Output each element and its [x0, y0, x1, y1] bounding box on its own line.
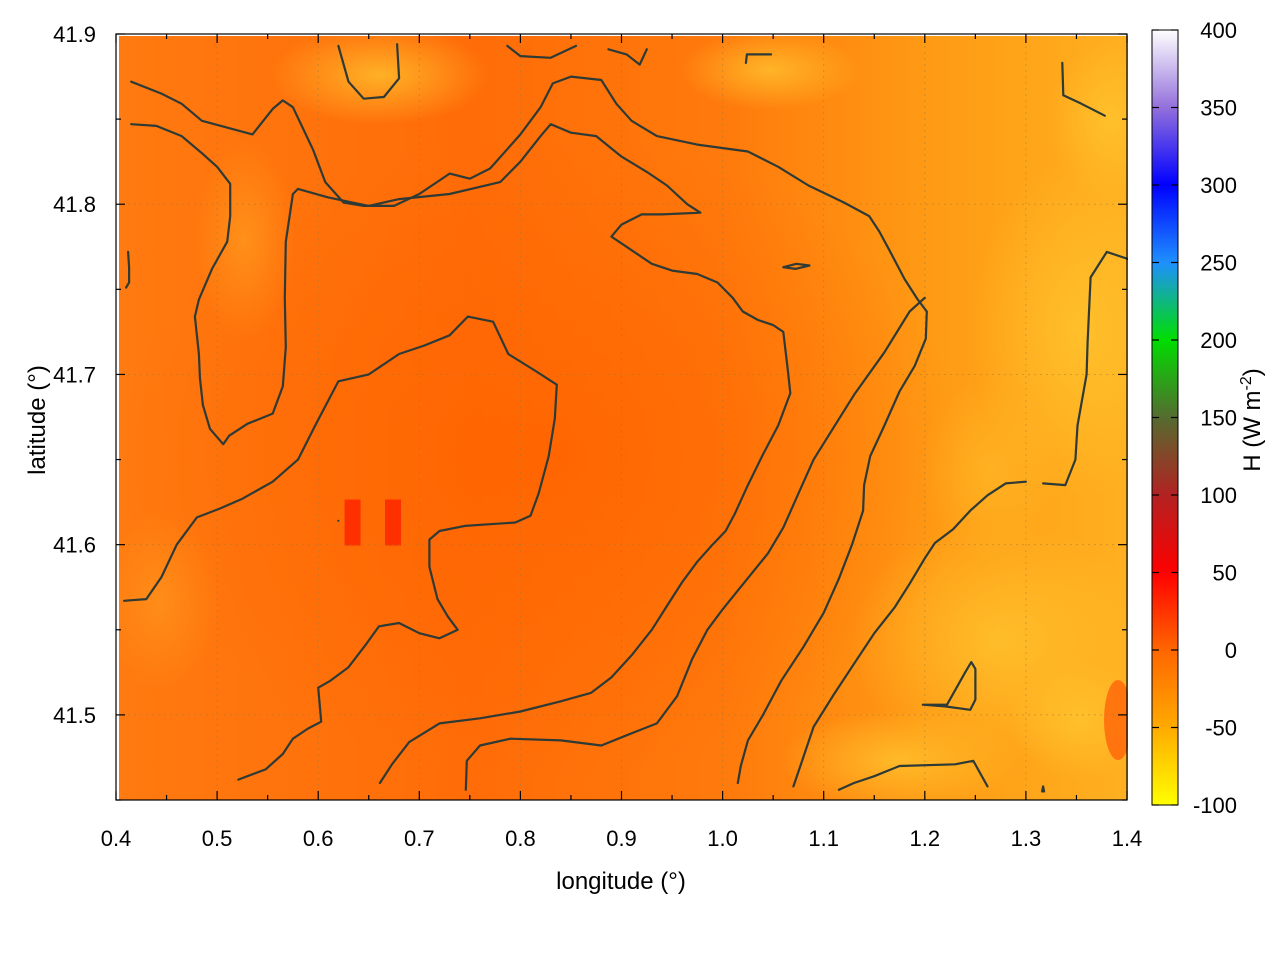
- y-axis-title: latitude (°): [24, 365, 51, 475]
- colorbar-title-close: ): [1239, 368, 1266, 376]
- colorbar-ticks: -100 -50 0 50 100 150 200 250 300 350 400: [1152, 18, 1237, 818]
- plot-area: [115, 33, 1128, 801]
- colorbar-title: H (W m-2): [1238, 368, 1266, 472]
- colorbar-tick-label: 200: [1200, 328, 1237, 353]
- contour-line: [464, 296, 926, 791]
- warm-patch: [1050, 40, 1128, 200]
- y-tick-label: 41.5: [53, 703, 96, 728]
- x-axis-title: longitude (°): [556, 868, 686, 895]
- x-tick-label: 0.6: [303, 826, 334, 851]
- colorbar-tick-label: 250: [1200, 251, 1237, 276]
- warm-patch: [195, 140, 295, 340]
- warm-patch: [780, 710, 1020, 800]
- warm-patch: [1104, 680, 1128, 760]
- y-tick-label: 41.9: [53, 22, 96, 47]
- x-tick-label: 1.4: [1112, 826, 1143, 851]
- colorbar-tick-label: 0: [1225, 638, 1237, 663]
- x-tick-label: 1.2: [910, 826, 941, 851]
- contour-line: [1040, 785, 1046, 793]
- x-tick-label: 1.0: [707, 826, 738, 851]
- warm-patch: [119, 510, 220, 690]
- colorbar-title-main: H (W m: [1239, 390, 1266, 471]
- colorbar-tick-label: 400: [1200, 18, 1237, 43]
- x-tick-label: 0.7: [404, 826, 435, 851]
- contour-line: [837, 759, 989, 791]
- contour-line: [921, 660, 977, 711]
- x-tick-label: 1.1: [808, 826, 839, 851]
- x-tick-label: 0.5: [202, 826, 233, 851]
- x-tick-label: 0.4: [101, 826, 132, 851]
- hotspot: [385, 499, 402, 546]
- y-tick-label: 41.6: [53, 533, 96, 558]
- hotspot-layer: [344, 499, 402, 546]
- warm-patch: [1010, 660, 1128, 780]
- heatmap-texture: [119, 36, 1128, 800]
- contour-line: [1061, 61, 1106, 117]
- colorbar-tick-label: -100: [1193, 793, 1237, 818]
- contour-line: [130, 123, 792, 785]
- warm-patch: [270, 36, 490, 125]
- x-axis: 0.4 0.5 0.6 0.7 0.8 0.9 1.0 1.1 1.2 1.3 1.4: [101, 34, 1143, 851]
- contour-line: [1041, 250, 1128, 487]
- y-axis: 41.5 41.6 41.7 41.8 41.9: [53, 22, 1127, 801]
- contour-line: [130, 75, 928, 785]
- colorbar-tick-label: 50: [1213, 561, 1237, 586]
- colorbar-tick-label: 150: [1200, 406, 1237, 431]
- hotspot: [344, 499, 361, 546]
- colorbar-tick-label: 300: [1200, 173, 1237, 198]
- contour-line: [792, 480, 1028, 788]
- y-tick-label: 41.8: [53, 192, 96, 217]
- x-tick-label: 0.8: [505, 826, 536, 851]
- x-tick-label: 1.3: [1011, 826, 1042, 851]
- warm-patch: [920, 380, 1060, 560]
- contour-line: [782, 262, 811, 270]
- y-tick-label: 41.7: [53, 362, 96, 387]
- contour-line: [122, 315, 558, 781]
- colorbar-tick-label: 350: [1200, 96, 1237, 121]
- colorbar-title-sup: -2: [1238, 376, 1255, 390]
- colorbar-tick-label: 100: [1200, 483, 1237, 508]
- contour-line: [506, 44, 578, 59]
- contour-layer: [122, 43, 1128, 793]
- colorbar: -100 -50 0 50 100 150 200 250 300 350 400 H (W m-2…: [1151, 18, 1266, 818]
- contour-line: [744, 53, 773, 65]
- warm-patch: [680, 36, 860, 110]
- x-tick-label: 0.9: [606, 826, 637, 851]
- contour-line: [124, 250, 131, 289]
- colorbar-tick-label: -50: [1205, 716, 1237, 741]
- contour-line: [607, 48, 648, 66]
- contour-line: [337, 43, 401, 100]
